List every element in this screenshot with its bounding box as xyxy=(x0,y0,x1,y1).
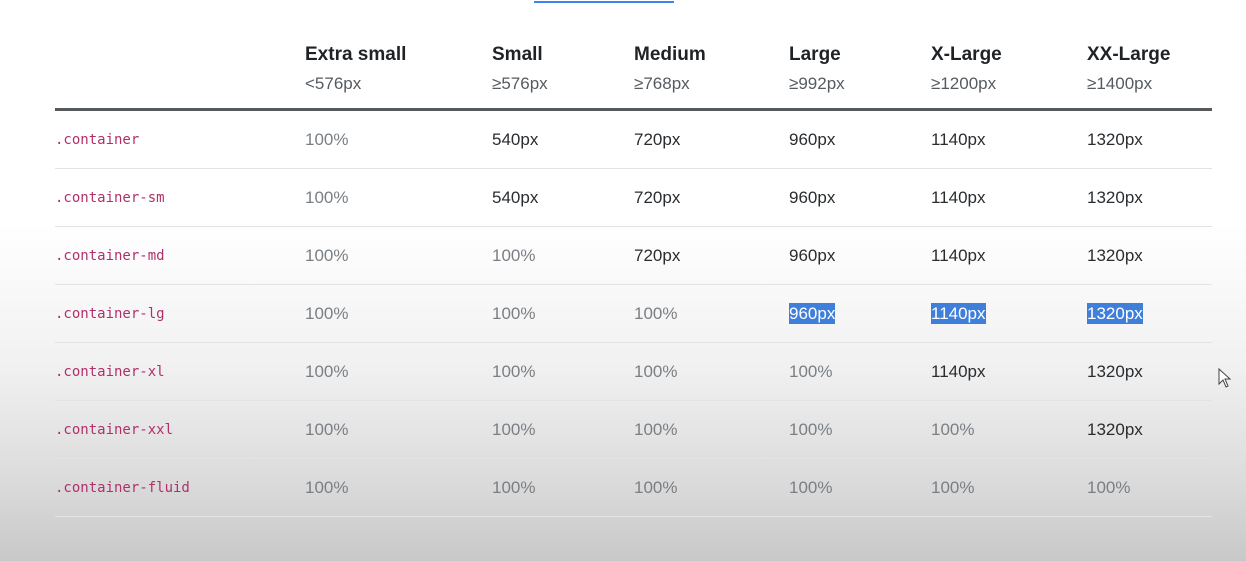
class-name: .container-lg xyxy=(55,284,305,343)
table-row: .container-md 100% 100% 720px 960px 1140… xyxy=(55,226,1212,285)
table-cell: 1320px xyxy=(1087,400,1212,459)
table-cell: 100% xyxy=(492,226,634,285)
header-empty xyxy=(55,40,305,111)
header-row: Extra small <576px Small ≥576px Medium ≥768… xyxy=(55,40,1212,111)
table-cell: 100% xyxy=(634,400,789,459)
class-name: .container-md xyxy=(55,226,305,285)
mouse-pointer-icon xyxy=(1218,368,1232,388)
table-cell: 100% xyxy=(492,400,634,459)
table-cell: 100% xyxy=(789,458,931,517)
table-cell: 1320px xyxy=(1087,342,1212,401)
header-xx-large: XX-Large ≥1400px xyxy=(1087,40,1212,111)
table-cell: 100% xyxy=(305,109,492,169)
selected-text[interactable]: 960px xyxy=(789,302,836,324)
header-label: Small xyxy=(492,44,543,65)
table-cell: 1320px xyxy=(1087,109,1212,169)
table-cell: 100% xyxy=(305,342,492,401)
table-row: .container-xl 100% 100% 100% 100% 1140px… xyxy=(55,342,1212,401)
header-breakpoint: ≥1400px xyxy=(1087,74,1153,93)
class-name: .container xyxy=(55,109,305,169)
table-cell: 100% xyxy=(789,400,931,459)
table-row: .container-lg 100% 100% 100% 960px 1140p… xyxy=(55,284,1212,343)
class-name: .container-xxl xyxy=(55,400,305,459)
table-cell-selected[interactable]: 960px xyxy=(789,284,931,343)
table-cell: 1140px xyxy=(931,109,1087,169)
table-cell-selected[interactable]: 1320px xyxy=(1087,284,1212,343)
header-label: Medium xyxy=(634,44,706,65)
table-cell: 100% xyxy=(305,168,492,227)
table-cell: 1140px xyxy=(931,168,1087,227)
table-cell: 1320px xyxy=(1087,226,1212,285)
table-cell: 720px xyxy=(634,226,789,285)
table-cell: 100% xyxy=(931,458,1087,517)
table-cell: 960px xyxy=(789,168,931,227)
table-cell: 960px xyxy=(789,109,931,169)
selected-text[interactable]: 1320px xyxy=(1087,302,1143,324)
header-large: Large ≥992px xyxy=(789,40,931,111)
table-cell: 1140px xyxy=(931,342,1087,401)
header-label: X-Large xyxy=(931,44,1002,65)
header-x-large: X-Large ≥1200px xyxy=(931,40,1087,111)
header-breakpoint: ≥768px xyxy=(634,74,690,93)
top-link-underline[interactable] xyxy=(534,0,674,3)
container-breakpoints-table: Extra small <576px Small ≥576px Medium ≥768… xyxy=(55,40,1212,517)
header-label: Extra small xyxy=(305,44,407,65)
table-cell-selected[interactable]: 1140px xyxy=(931,284,1087,343)
table-cell: 100% xyxy=(305,458,492,517)
header-extra-small: Extra small <576px xyxy=(305,40,492,111)
table-cell: 100% xyxy=(634,284,789,343)
class-name: .container-xl xyxy=(55,342,305,401)
header-small: Small ≥576px xyxy=(492,40,634,111)
table-cell: 720px xyxy=(634,109,789,169)
header-breakpoint: <576px xyxy=(305,74,362,93)
header-breakpoint: ≥576px xyxy=(492,74,548,93)
table-cell: 100% xyxy=(634,342,789,401)
table-cell: 100% xyxy=(305,226,492,285)
selected-text[interactable]: 1140px xyxy=(931,302,986,324)
header-breakpoint: ≥992px xyxy=(789,74,845,93)
table-cell: 100% xyxy=(634,458,789,517)
header-label: XX-Large xyxy=(1087,44,1171,65)
class-name: .container-fluid xyxy=(55,458,305,517)
header-label: Large xyxy=(789,44,841,65)
table-cell: 100% xyxy=(789,342,931,401)
table-cell: 540px xyxy=(492,109,634,169)
table-cell: 100% xyxy=(492,342,634,401)
table-cell: 100% xyxy=(492,284,634,343)
table-cell: 100% xyxy=(1087,458,1212,517)
class-name: .container-sm xyxy=(55,168,305,227)
table-row: .container 100% 540px 720px 960px 1140px… xyxy=(55,109,1212,169)
table-cell: 540px xyxy=(492,168,634,227)
header-medium: Medium ≥768px xyxy=(634,40,789,111)
table-cell: 1140px xyxy=(931,226,1087,285)
table-cell: 100% xyxy=(931,400,1087,459)
table-cell: 1320px xyxy=(1087,168,1212,227)
table-cell: 100% xyxy=(305,400,492,459)
table-cell: 720px xyxy=(634,168,789,227)
table-cell: 100% xyxy=(305,284,492,343)
table-row: .container-fluid 100% 100% 100% 100% 100… xyxy=(55,458,1212,517)
table-cell: 100% xyxy=(492,458,634,517)
table-row: .container-xxl 100% 100% 100% 100% 100% … xyxy=(55,400,1212,459)
table-cell: 960px xyxy=(789,226,931,285)
header-breakpoint: ≥1200px xyxy=(931,74,997,93)
table-row: .container-sm 100% 540px 720px 960px 114… xyxy=(55,168,1212,227)
